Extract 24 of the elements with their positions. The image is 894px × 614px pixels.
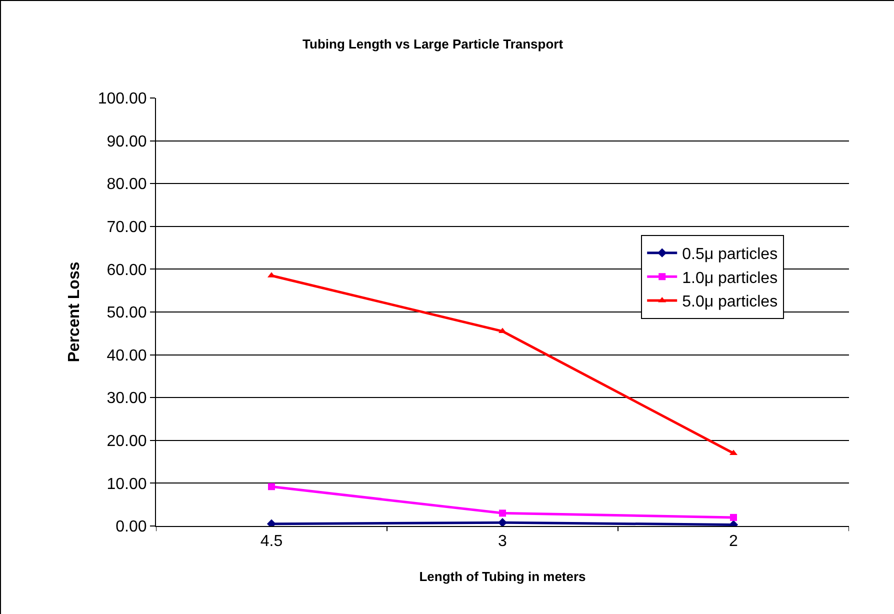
x-tick-label: 3 bbox=[498, 533, 508, 550]
legend-label: 0.5μ particles bbox=[682, 246, 778, 264]
y-tick-label: 50.00 bbox=[106, 304, 147, 322]
y-tick-label: 90.00 bbox=[106, 133, 147, 150]
y-tick-label: 70.00 bbox=[106, 219, 147, 236]
point bbox=[268, 483, 275, 490]
y-tick-label: 0.00 bbox=[116, 518, 147, 536]
y-tick-label: 10.00 bbox=[106, 476, 147, 493]
chart-title: Tubing Length vs Large Particle Transport bbox=[302, 36, 564, 52]
legend-label: 1.0μ particles bbox=[682, 270, 778, 287]
x-tick-label: 4.5 bbox=[260, 533, 283, 550]
point bbox=[498, 518, 508, 526]
y-tick-label: 60.00 bbox=[106, 262, 147, 279]
y-tick-label: 30.00 bbox=[106, 390, 147, 408]
point bbox=[499, 510, 506, 517]
y-tick-label: 80.00 bbox=[106, 176, 147, 194]
y-tick-label: 40.00 bbox=[106, 347, 147, 364]
x-axis-title: Length of Tubing in meters bbox=[419, 568, 586, 584]
y-tick-label: 100.00 bbox=[98, 90, 147, 108]
x-tick-label: 2 bbox=[729, 533, 738, 550]
y-axis-title: Percent Loss bbox=[66, 262, 83, 362]
point bbox=[730, 514, 737, 521]
y-tick-label: 20.00 bbox=[106, 433, 147, 450]
legend-label: 5.0μ particles bbox=[682, 294, 778, 311]
